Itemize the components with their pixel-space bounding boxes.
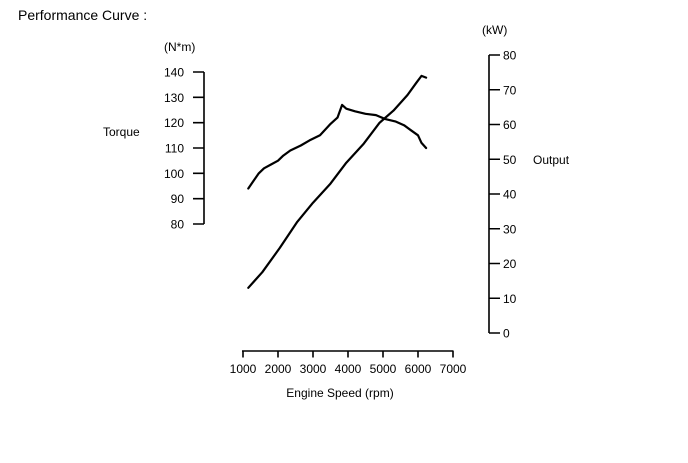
x-axis	[242, 350, 454, 358]
x-axis-tick-label: 7000	[440, 362, 467, 376]
x-axis-tick-label: 5000	[370, 362, 397, 376]
right-axis-tick-label: 0	[503, 327, 510, 341]
left-axis-unit-label: (N*m)	[164, 40, 196, 54]
output-curve	[247, 74, 428, 289]
right-axis-unit-label: (kW)	[482, 23, 508, 37]
x-axis-title: Engine Speed (rpm)	[286, 386, 394, 400]
right-axis-tick-label: 40	[503, 188, 517, 202]
right-axis-tick-label: 60	[503, 118, 517, 132]
left-axis-tick-label: 130	[164, 91, 184, 105]
left-axis	[193, 71, 205, 225]
right-axis-tick-label: 20	[503, 257, 517, 271]
x-axis-tick-label: 3000	[300, 362, 327, 376]
x-axis-tick-label: 4000	[335, 362, 362, 376]
page-title: Performance Curve :	[18, 7, 148, 23]
right-axis-tick-label: 10	[503, 292, 517, 306]
left-axis-tick-label: 80	[171, 218, 185, 232]
x-axis-tick-label: 1000	[230, 362, 257, 376]
torque-curve	[247, 103, 428, 190]
left-axis-title: Torque	[103, 125, 140, 139]
left-axis-tick-label: 110	[165, 142, 184, 156]
x-axis-tick-label: 6000	[405, 362, 432, 376]
left-axis-tick-label: 140	[164, 66, 184, 80]
left-axis-tick-label: 100	[164, 167, 184, 181]
right-axis-tick-label: 80	[503, 49, 517, 63]
left-axis-tick-label: 90	[171, 192, 185, 206]
right-axis-tick-label: 30	[503, 222, 517, 236]
left-axis-tick-label: 120	[164, 116, 184, 130]
right-axis-title: Output	[533, 153, 570, 167]
x-axis-tick-label: 2000	[265, 362, 292, 376]
right-axis-tick-label: 70	[503, 83, 517, 97]
right-axis	[488, 54, 500, 334]
right-axis-tick-label: 50	[503, 153, 517, 167]
